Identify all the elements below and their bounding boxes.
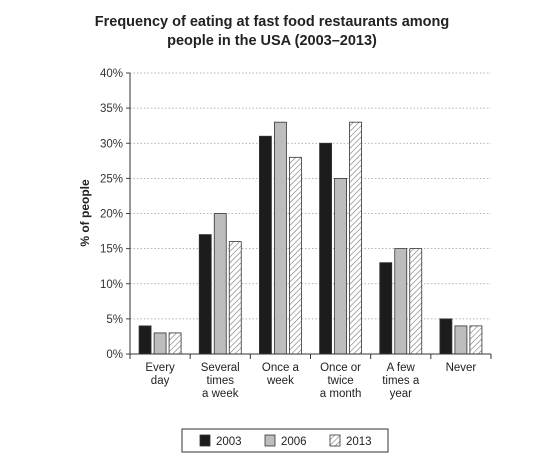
bar-2013 bbox=[409, 248, 423, 355]
axes bbox=[129, 73, 492, 359]
bar-2006 bbox=[394, 248, 408, 355]
legend-swatch bbox=[199, 434, 211, 447]
legend: 2003 2006 2013 bbox=[181, 428, 389, 453]
y-axis-label: % of people bbox=[78, 179, 92, 247]
chart-title-line-1: Frequency of eating at fast food restaur… bbox=[95, 14, 450, 30]
bar-2003 bbox=[138, 325, 152, 355]
legend-swatch bbox=[264, 434, 276, 447]
bar-2003 bbox=[439, 318, 453, 355]
category-label: Never bbox=[446, 362, 477, 374]
y-tick-label: 20% bbox=[100, 209, 123, 221]
category-label: Several times a week bbox=[201, 362, 240, 400]
category-labels: Every day Several times a week Once a week Once… bbox=[145, 362, 476, 400]
y-tick-label: 40% bbox=[100, 68, 123, 80]
bar-2006 bbox=[454, 325, 468, 355]
category-label: Once a week bbox=[262, 362, 300, 387]
y-tick-label: 5% bbox=[106, 314, 123, 326]
bar-2006 bbox=[334, 177, 347, 355]
y-tick-label: 15% bbox=[100, 244, 123, 256]
legend-label: 2003 bbox=[216, 436, 242, 448]
y-tick-labels: 0% 5% 10% 15% 20% 25% 30% 35% 40% bbox=[100, 68, 123, 361]
bar-2006 bbox=[213, 213, 227, 355]
y-tick-label: 25% bbox=[100, 173, 123, 185]
bars bbox=[138, 121, 483, 355]
bar-2013 bbox=[469, 325, 483, 355]
bar-2013 bbox=[349, 121, 362, 355]
bar-2013 bbox=[289, 156, 302, 355]
y-tick-label: 10% bbox=[100, 279, 123, 291]
legend-label: 2006 bbox=[281, 436, 307, 448]
bar-2006 bbox=[153, 332, 167, 355]
legend-label: 2013 bbox=[346, 436, 372, 448]
y-tick-label: 30% bbox=[100, 138, 123, 150]
chart-title-line-2: people in the USA (2003–2013) bbox=[167, 33, 377, 49]
legend-swatch bbox=[329, 434, 341, 447]
bar-2013 bbox=[228, 241, 242, 355]
category-label: Once or twice a month bbox=[320, 362, 362, 400]
y-tick-label: 35% bbox=[100, 103, 123, 115]
category-label: Every day bbox=[145, 362, 175, 387]
y-tick-label: 0% bbox=[106, 349, 123, 361]
gridlines bbox=[126, 72, 491, 355]
bar-2003 bbox=[259, 135, 272, 355]
category-label: A few times a year bbox=[382, 362, 420, 400]
bar-2006 bbox=[274, 121, 287, 355]
bar-2003 bbox=[319, 142, 332, 355]
bar-2003 bbox=[379, 262, 393, 355]
bar-2003 bbox=[198, 234, 212, 355]
bar-2013 bbox=[168, 332, 182, 355]
